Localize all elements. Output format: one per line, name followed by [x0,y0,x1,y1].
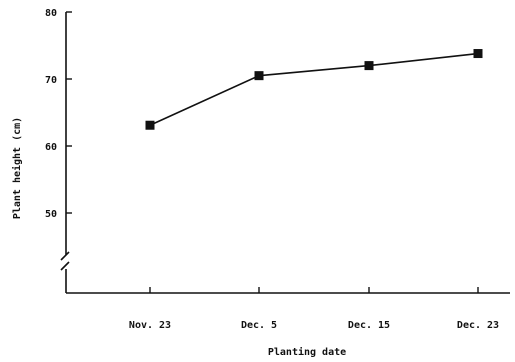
x-tick-label: Dec. 5 [241,320,277,331]
chart-axes [60,12,510,294]
y-tick-label: 60 [45,142,57,153]
x-tick-label: Dec. 15 [348,320,390,331]
y-tick-label: 50 [45,209,57,220]
series-group [145,49,483,130]
axis-break-mark [60,251,70,261]
x-tick-label: Nov. 23 [129,320,171,331]
x-tick-label: Dec. 23 [457,320,499,331]
x-axis-label: Planting date [268,346,346,358]
axis-break-mark [60,261,70,271]
data-point [145,120,155,130]
data-point [473,49,483,59]
data-point [364,61,374,71]
y-tick-label: 80 [45,8,57,19]
y-tick-label: 70 [45,75,57,86]
data-point [254,71,264,81]
y-axis-label: Plant height (cm) [11,117,23,219]
tick-group: 50 60 70 80 Nov. 23 Dec. 5 Dec. 15 Dec. 23 [45,8,499,331]
series-line [149,52,479,126]
